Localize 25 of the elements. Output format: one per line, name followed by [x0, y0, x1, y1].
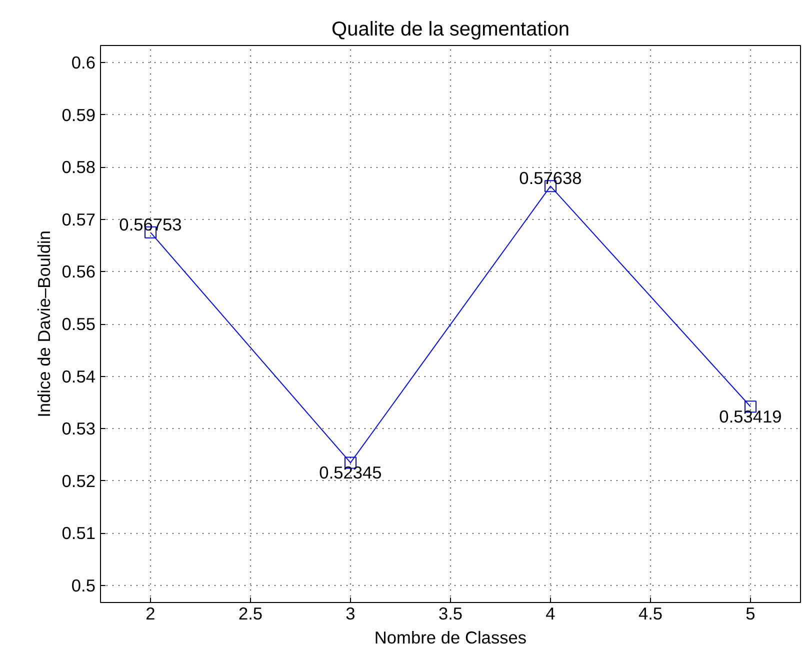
y-tick-label: 0.58 [62, 157, 96, 178]
x-axis-title: Nombre de Classes [374, 628, 527, 648]
y-tick-label: 0.6 [71, 52, 96, 73]
x-tick-label: 3.5 [438, 604, 463, 624]
y-tick-label: 0.52 [62, 470, 96, 491]
y-tick-label: 0.56 [62, 262, 96, 282]
y-tick-label: 0.54 [62, 366, 96, 386]
data-label: 0.53419 [719, 406, 782, 427]
y-tick-label: 0.5 [71, 575, 96, 596]
y-tick-label: 0.53 [62, 418, 96, 439]
data-label: 0.57638 [519, 168, 582, 188]
x-tick-label: 5 [746, 604, 756, 624]
x-tick-label: 4.5 [638, 604, 663, 624]
y-tick-label: 0.55 [62, 314, 96, 334]
y-axis-title: Indice de Davie–Bouldin [34, 230, 54, 418]
chart-title: Qualite de la segmentation [332, 18, 570, 40]
data-label: 0.56753 [119, 214, 182, 234]
y-tick-label: 0.57 [62, 209, 96, 230]
y-tick-label: 0.59 [62, 104, 96, 125]
x-tick-label: 2 [146, 604, 156, 624]
y-tick-label: 0.51 [62, 523, 96, 544]
x-tick-label: 4 [546, 604, 556, 624]
x-tick-label: 2.5 [238, 604, 263, 624]
data-label: 0.52345 [319, 462, 382, 483]
x-tick-label: 3 [346, 604, 356, 624]
